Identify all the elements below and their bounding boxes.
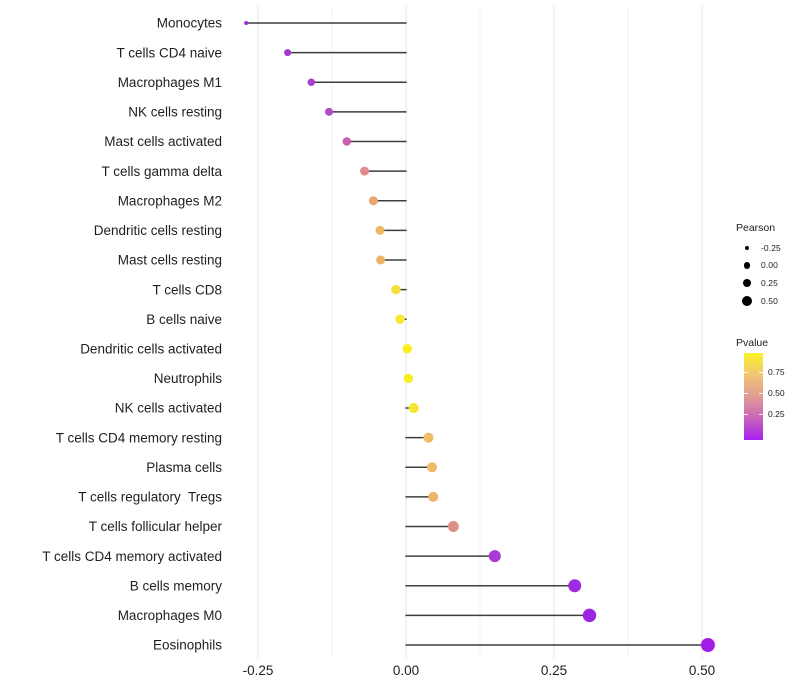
y-axis-label: B cells memory (130, 578, 223, 593)
pvalue-gradient-tick (759, 372, 763, 373)
pearson-legend-dot-col (740, 245, 754, 250)
lollipop-dot (325, 107, 334, 116)
pearson-legend-entry: -0.25 (736, 239, 800, 257)
pearson-legend-title: Pearson (736, 222, 776, 234)
lollipop-dot (402, 344, 412, 354)
x-axis-tick-label: 0.50 (689, 663, 715, 678)
lollipop-dot (427, 462, 438, 473)
y-axis-label: Dendritic cells activated (80, 342, 222, 357)
lollipop-dot (284, 49, 292, 57)
y-axis-label: T cells gamma delta (101, 164, 222, 179)
y-axis-label: Neutrophils (154, 371, 223, 386)
lollipop-dot (360, 166, 370, 176)
y-axis-label: Macrophages M1 (118, 75, 222, 90)
lollipop-dot (423, 432, 434, 443)
y-axis-label: NK cells activated (115, 401, 222, 416)
pearson-legend-dot-col (740, 262, 754, 269)
pvalue-gradient-tick (744, 372, 748, 373)
y-axis-label: Macrophages M2 (118, 193, 222, 208)
y-axis-label: Mast cells resting (118, 253, 222, 268)
pearson-legend-entry: 0.50 (736, 292, 800, 310)
pvalue-gradient-tick (744, 414, 748, 415)
y-axis-label: Eosinophils (153, 638, 222, 653)
pearson-legend-entries: -0.25 0.00 0.25 0.50 (736, 239, 800, 309)
pearson-legend-entry-label: 0.50 (761, 295, 778, 306)
lollipop-dot (307, 78, 316, 86)
pvalue-gradient-tick-label: 0.50 (768, 388, 785, 398)
y-axis-label: Dendritic cells resting (94, 223, 222, 238)
pvalue-gradient-tick (759, 414, 763, 415)
pearson-legend-dot-col (740, 278, 754, 288)
pvalue-gradient-bar (744, 353, 763, 440)
y-axis-label: NK cells resting (128, 105, 222, 120)
pearson-legend-dot-col (740, 295, 754, 306)
y-axis-label: T cells CD4 memory resting (56, 430, 222, 445)
lollipop-dot (391, 284, 401, 295)
pvalue-gradient-tick (744, 393, 748, 394)
pearson-legend-entry-label: 0.00 (761, 260, 778, 271)
lollipop-dot (700, 638, 715, 652)
pearson-legend-dot-icon (742, 278, 752, 288)
lollipop-dot (368, 196, 378, 206)
y-axis-label: B cells naive (146, 312, 222, 327)
pearson-legend-entry-label: -0.25 (761, 242, 781, 253)
pvalue-gradient-tick (759, 393, 763, 394)
pearson-legend-dot-icon (742, 295, 752, 306)
y-axis-label: Monocytes (157, 16, 223, 31)
lollipop-dot (395, 314, 405, 324)
lollipop-dot (375, 225, 385, 235)
pearson-legend-dot-icon (743, 262, 751, 269)
x-axis-tick-label: 0.00 (393, 663, 419, 678)
y-axis-label: Macrophages M0 (118, 608, 222, 623)
lollipop-dot (488, 550, 501, 563)
pearson-size-legend: Pearson -0.25 0.00 0.25 0.50 (736, 222, 800, 309)
lollipop-dot (403, 373, 414, 384)
lollipop-dot (376, 255, 386, 265)
y-axis-label: T cells CD4 naive (116, 45, 222, 60)
pvalue-color-legend: Pvalue 0.75 0.50 0.25 (736, 337, 800, 445)
pearson-legend-entry: 0.25 (736, 274, 800, 292)
lollipop-dot (428, 491, 439, 502)
lollipop-dot (568, 579, 582, 593)
legend-panel: Pearson -0.25 0.00 0.25 0.50 Pvalue 0.75 0.5… (736, 222, 800, 440)
pvalue-legend-title: Pvalue (736, 337, 769, 349)
lollipop-dot (408, 403, 419, 414)
x-axis-tick-label: 0.25 (541, 663, 567, 678)
y-axis-label: Plasma cells (146, 460, 222, 475)
y-axis-label: T cells CD4 memory activated (42, 549, 222, 564)
y-axis-label: Mast cells activated (104, 134, 222, 149)
pearson-legend-dot-icon (745, 245, 749, 250)
y-axis-label: T cells regulatory Tregs (78, 490, 222, 505)
pearson-legend-entry-label: 0.25 (761, 277, 778, 288)
lollipop-dot (447, 521, 459, 533)
x-axis-tick-label: -0.25 (243, 663, 274, 678)
lollipop-dot (342, 137, 352, 146)
pvalue-gradient-wrap: 0.75 0.50 0.25 (736, 353, 800, 445)
lollipop-dot (244, 21, 249, 25)
pvalue-gradient-tick-label: 0.25 (768, 409, 785, 419)
y-axis-label: T cells CD8 (152, 282, 222, 297)
pearson-legend-entry: 0.00 (736, 257, 800, 275)
lollipop-dot (582, 608, 597, 623)
pvalue-gradient-tick-label: 0.75 (768, 367, 785, 377)
y-axis-label: T cells follicular helper (89, 519, 223, 534)
